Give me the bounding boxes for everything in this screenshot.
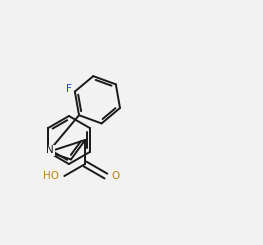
Text: F: F — [66, 84, 72, 94]
Text: O: O — [111, 171, 119, 181]
Text: N: N — [46, 145, 54, 155]
Text: HO: HO — [43, 171, 59, 181]
